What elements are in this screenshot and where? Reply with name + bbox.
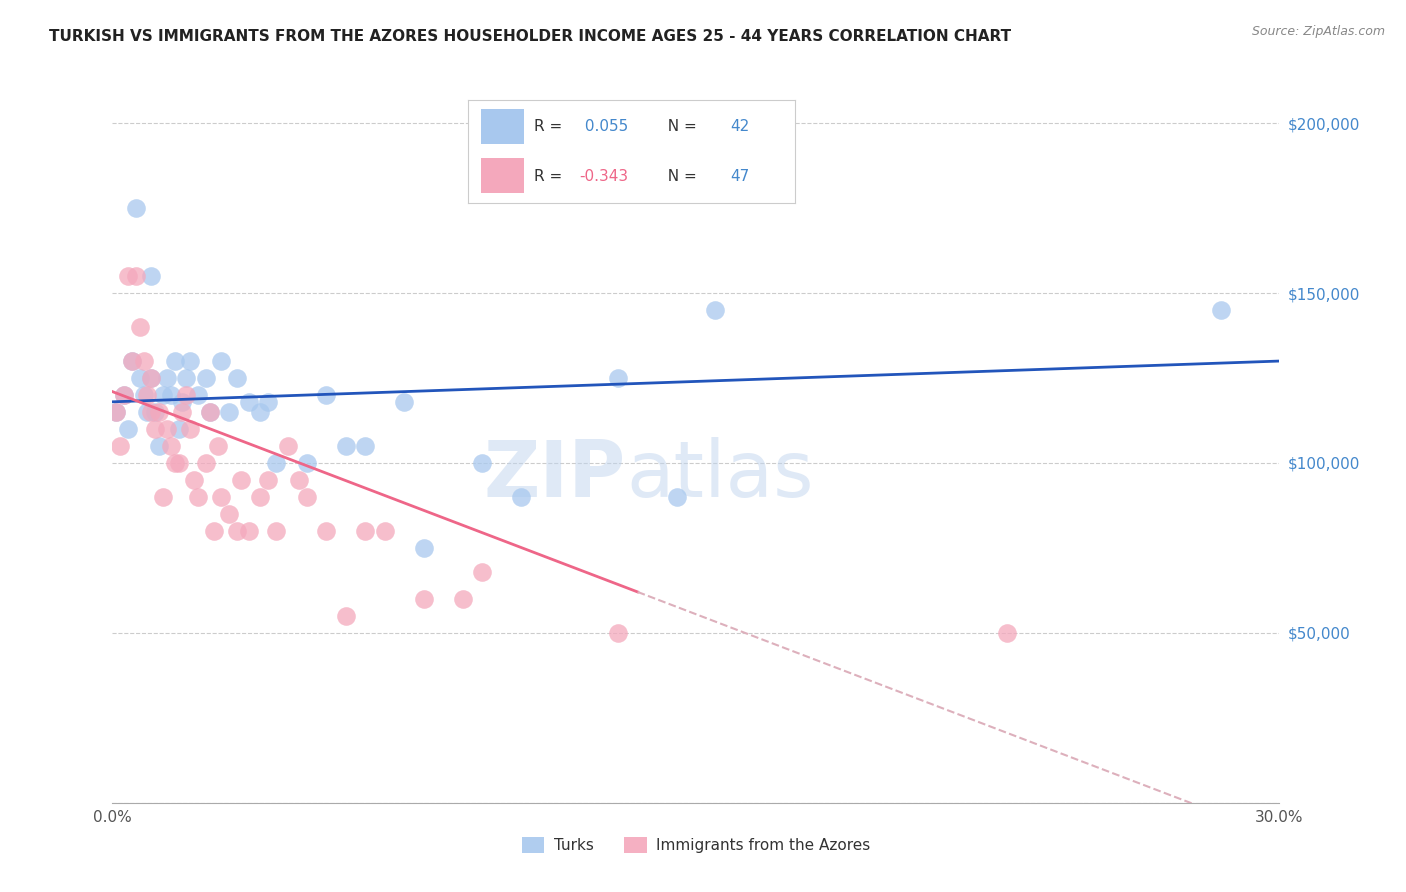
Point bbox=[264, 456, 287, 470]
Point bbox=[335, 608, 357, 623]
Point bbox=[172, 405, 194, 419]
Point bbox=[315, 388, 337, 402]
Point bbox=[156, 371, 179, 385]
Point bbox=[176, 371, 198, 385]
Point bbox=[995, 626, 1018, 640]
Point bbox=[1209, 303, 1232, 318]
Point bbox=[117, 269, 139, 284]
Point bbox=[607, 371, 630, 385]
Point bbox=[187, 490, 209, 504]
Point bbox=[665, 490, 688, 504]
Point bbox=[295, 490, 318, 504]
Point bbox=[451, 591, 474, 606]
Point bbox=[143, 422, 166, 436]
Point bbox=[335, 439, 357, 453]
Point bbox=[354, 524, 377, 538]
Point bbox=[412, 591, 434, 606]
Point bbox=[194, 456, 217, 470]
Point bbox=[257, 394, 280, 409]
Point bbox=[105, 405, 128, 419]
Point bbox=[121, 354, 143, 368]
Point bbox=[160, 439, 183, 453]
Point bbox=[704, 303, 727, 318]
Point bbox=[276, 439, 298, 453]
Point bbox=[167, 456, 190, 470]
Point bbox=[218, 507, 240, 521]
Point bbox=[141, 371, 163, 385]
Point bbox=[125, 269, 148, 284]
Point bbox=[121, 354, 143, 368]
Text: atlas: atlas bbox=[626, 436, 814, 513]
Point bbox=[354, 439, 377, 453]
Point bbox=[207, 439, 229, 453]
Point bbox=[209, 490, 232, 504]
Point bbox=[152, 388, 174, 402]
Point bbox=[128, 320, 150, 334]
Point bbox=[148, 405, 170, 419]
Point bbox=[112, 388, 135, 402]
Point bbox=[249, 405, 271, 419]
Point bbox=[110, 439, 132, 453]
Point bbox=[141, 371, 163, 385]
Point bbox=[125, 201, 148, 215]
Point bbox=[176, 388, 198, 402]
Point bbox=[198, 405, 221, 419]
Point bbox=[105, 405, 128, 419]
Point bbox=[112, 388, 135, 402]
Point bbox=[183, 473, 205, 487]
Point bbox=[179, 354, 201, 368]
Point bbox=[238, 394, 260, 409]
Point bbox=[218, 405, 240, 419]
Point bbox=[163, 354, 186, 368]
Text: ZIP: ZIP bbox=[484, 436, 626, 513]
Point bbox=[167, 422, 190, 436]
Point bbox=[152, 490, 174, 504]
Point bbox=[315, 524, 337, 538]
Point bbox=[374, 524, 396, 538]
Text: Source: ZipAtlas.com: Source: ZipAtlas.com bbox=[1251, 25, 1385, 38]
Point bbox=[198, 405, 221, 419]
Point bbox=[148, 439, 170, 453]
Point bbox=[187, 388, 209, 402]
Point bbox=[226, 371, 249, 385]
Point bbox=[156, 422, 179, 436]
Point bbox=[136, 388, 159, 402]
Point bbox=[257, 473, 280, 487]
Point bbox=[249, 490, 271, 504]
Point bbox=[132, 354, 155, 368]
Legend: Turks, Immigrants from the Azores: Turks, Immigrants from the Azores bbox=[516, 831, 876, 859]
Point bbox=[288, 473, 311, 487]
Point bbox=[179, 422, 201, 436]
Point bbox=[226, 524, 249, 538]
Point bbox=[264, 524, 287, 538]
Point bbox=[194, 371, 217, 385]
Point bbox=[471, 565, 494, 579]
Text: TURKISH VS IMMIGRANTS FROM THE AZORES HOUSEHOLDER INCOME AGES 25 - 44 YEARS CORR: TURKISH VS IMMIGRANTS FROM THE AZORES HO… bbox=[49, 29, 1011, 44]
Point bbox=[132, 388, 155, 402]
Point bbox=[607, 626, 630, 640]
Point bbox=[117, 422, 139, 436]
Point bbox=[412, 541, 434, 555]
Point bbox=[509, 490, 531, 504]
Point bbox=[209, 354, 232, 368]
Point bbox=[471, 456, 494, 470]
Point bbox=[143, 405, 166, 419]
Point bbox=[128, 371, 150, 385]
Point bbox=[229, 473, 252, 487]
Point bbox=[394, 394, 416, 409]
Point bbox=[295, 456, 318, 470]
Point bbox=[160, 388, 183, 402]
Point bbox=[238, 524, 260, 538]
Point bbox=[202, 524, 225, 538]
Point bbox=[172, 394, 194, 409]
Point bbox=[163, 456, 186, 470]
Point bbox=[141, 405, 163, 419]
Point bbox=[141, 269, 163, 284]
Point bbox=[136, 405, 159, 419]
